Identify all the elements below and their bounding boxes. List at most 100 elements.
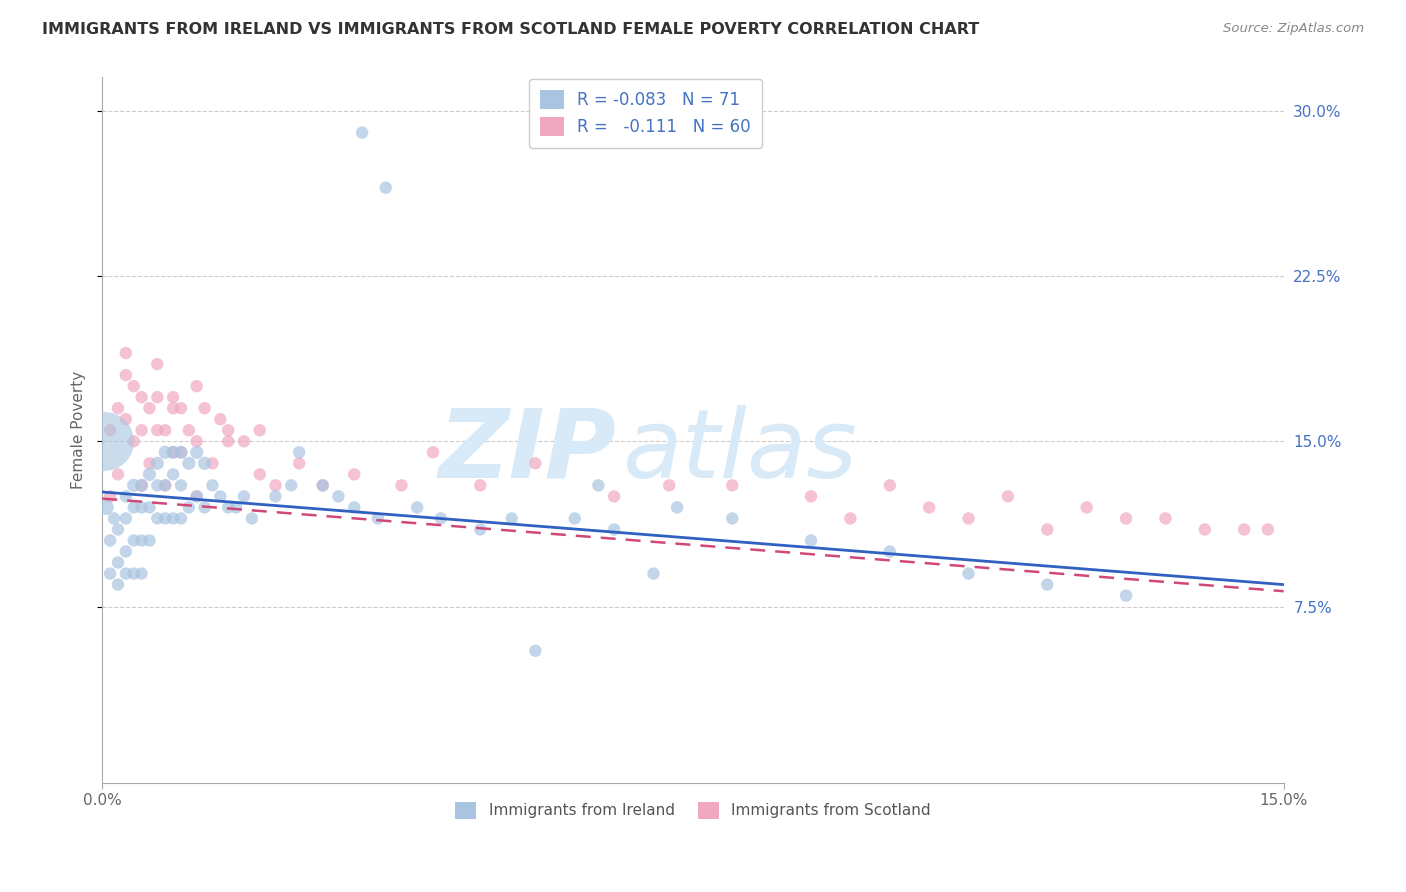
Point <box>107 523 129 537</box>
Point <box>115 544 138 558</box>
Point <box>1076 500 1098 515</box>
Point <box>155 423 177 437</box>
Point <box>177 456 200 470</box>
Point <box>391 478 413 492</box>
Point <box>430 511 453 525</box>
Point <box>603 489 626 503</box>
Point <box>217 423 239 437</box>
Point <box>209 489 232 503</box>
Point <box>603 523 626 537</box>
Point <box>249 423 271 437</box>
Point <box>264 489 287 503</box>
Point <box>170 445 193 459</box>
Point <box>194 500 217 515</box>
Point <box>721 478 744 492</box>
Point <box>146 511 169 525</box>
Point <box>288 445 311 459</box>
Point <box>162 390 184 404</box>
Point <box>155 478 177 492</box>
Point <box>312 478 335 492</box>
Point <box>643 566 665 581</box>
Point <box>249 467 271 482</box>
Point <box>957 511 980 525</box>
Point <box>1154 511 1177 525</box>
Point <box>997 489 1019 503</box>
Point <box>131 390 153 404</box>
Point <box>93 434 115 449</box>
Point <box>217 500 239 515</box>
Point <box>138 500 160 515</box>
Point <box>721 511 744 525</box>
Point <box>564 511 586 525</box>
Point <box>524 456 547 470</box>
Point <box>1115 589 1137 603</box>
Point <box>162 401 184 416</box>
Point <box>233 434 256 449</box>
Point <box>122 500 145 515</box>
Point <box>98 566 121 581</box>
Point <box>107 577 129 591</box>
Text: IMMIGRANTS FROM IRELAND VS IMMIGRANTS FROM SCOTLAND FEMALE POVERTY CORRELATION C: IMMIGRANTS FROM IRELAND VS IMMIGRANTS FR… <box>42 22 980 37</box>
Point <box>131 566 153 581</box>
Point <box>666 500 689 515</box>
Point <box>155 445 177 459</box>
Point <box>138 533 160 548</box>
Point <box>138 467 160 482</box>
Point <box>162 467 184 482</box>
Point <box>162 445 184 459</box>
Point <box>201 456 224 470</box>
Point <box>194 401 217 416</box>
Point <box>107 556 129 570</box>
Point <box>98 489 121 503</box>
Point <box>1194 523 1216 537</box>
Point <box>201 478 224 492</box>
Point <box>1257 523 1279 537</box>
Point <box>501 511 523 525</box>
Point <box>288 456 311 470</box>
Point <box>115 368 138 383</box>
Point <box>115 489 138 503</box>
Point <box>470 523 492 537</box>
Y-axis label: Female Poverty: Female Poverty <box>72 371 86 490</box>
Point <box>170 511 193 525</box>
Point <box>328 489 350 503</box>
Point <box>186 379 208 393</box>
Point <box>115 511 138 525</box>
Point <box>588 478 610 492</box>
Point <box>918 500 941 515</box>
Point <box>131 478 153 492</box>
Point <box>470 478 492 492</box>
Point <box>162 511 184 525</box>
Point <box>352 126 374 140</box>
Point <box>280 478 302 492</box>
Point <box>879 544 901 558</box>
Point <box>131 500 153 515</box>
Point <box>170 401 193 416</box>
Point <box>209 412 232 426</box>
Point <box>122 478 145 492</box>
Point <box>122 566 145 581</box>
Point <box>177 423 200 437</box>
Point <box>1036 577 1059 591</box>
Text: atlas: atlas <box>621 405 858 498</box>
Point <box>343 467 366 482</box>
Point <box>957 566 980 581</box>
Point <box>800 533 823 548</box>
Point <box>170 478 193 492</box>
Point <box>146 390 169 404</box>
Point <box>131 423 153 437</box>
Point <box>233 489 256 503</box>
Point <box>115 566 138 581</box>
Point <box>115 346 138 360</box>
Text: ZIP: ZIP <box>439 405 616 498</box>
Point <box>146 423 169 437</box>
Point <box>1115 511 1137 525</box>
Point <box>162 445 184 459</box>
Point <box>367 511 389 525</box>
Point <box>138 401 160 416</box>
Point <box>131 533 153 548</box>
Point <box>155 511 177 525</box>
Point <box>800 489 823 503</box>
Text: Source: ZipAtlas.com: Source: ZipAtlas.com <box>1223 22 1364 36</box>
Point <box>146 357 169 371</box>
